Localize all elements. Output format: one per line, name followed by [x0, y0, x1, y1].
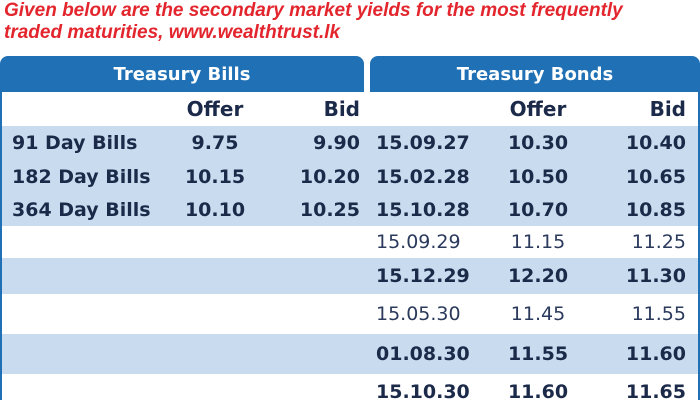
bond-offer: 10.50 [507, 165, 569, 188]
bonds-bid-header: Bid [649, 97, 686, 121]
bill-offer: 10.10 [184, 198, 246, 221]
bond-maturity: 15.10.28 [376, 198, 470, 221]
bond-offer: 11.15 [510, 231, 566, 253]
treasury-bills-header: Treasury Bills [0, 56, 364, 92]
bill-name: 182 Day Bills [12, 165, 151, 188]
caption-line-1: Given below are the secondary market yie… [4, 0, 623, 21]
table-row: 15.12.29 12.20 11.30 [0, 258, 700, 294]
table-row: 01.08.30 11.55 11.60 [0, 334, 700, 374]
bill-offer: 10.15 [184, 165, 246, 188]
caption: Given below are the secondary market yie… [4, 0, 694, 44]
bills-bid-header: Bid [323, 97, 360, 121]
bond-offer: 11.45 [510, 303, 566, 325]
table-row: 182 Day Bills 10.15 10.20 15.02.28 10.50… [0, 160, 700, 193]
bond-bid: 10.65 [625, 165, 686, 188]
bonds-offer-header: Offer [509, 97, 567, 121]
column-header-row: Offer Bid Offer Bid [0, 92, 700, 126]
bond-maturity: 15.09.29 [376, 231, 461, 253]
bill-bid: 10.25 [299, 198, 360, 221]
bond-maturity: 15.02.28 [376, 165, 470, 188]
table-row: 364 Day Bills 10.10 10.25 15.10.28 10.70… [0, 193, 700, 226]
bond-maturity: 15.09.27 [376, 132, 470, 154]
bond-offer: 11.60 [507, 381, 569, 403]
table-row: 15.10.30 11.60 11.65 [0, 374, 700, 410]
bond-offer: 11.55 [507, 343, 569, 365]
table-right-border [698, 92, 700, 400]
bond-maturity: 15.10.30 [376, 381, 470, 403]
treasury-bonds-header: Treasury Bonds [370, 56, 700, 92]
bond-bid: 11.65 [625, 381, 686, 403]
caption-line-2: traded maturities, www.wealthtrust.lk [4, 22, 341, 43]
bill-bid: 9.90 [313, 132, 360, 154]
bond-bid: 11.25 [631, 231, 686, 253]
bond-bid: 11.30 [625, 265, 686, 287]
bills-offer-header: Offer [186, 97, 244, 121]
bond-bid: 11.55 [631, 303, 686, 325]
bond-maturity: 15.05.30 [376, 303, 461, 325]
table-row: 15.09.29 11.15 11.25 [0, 226, 700, 258]
bill-bid: 10.20 [299, 165, 360, 188]
bond-bid: 10.85 [625, 198, 686, 221]
bond-offer: 10.30 [507, 132, 569, 154]
table-left-border [0, 92, 2, 400]
bond-offer: 12.20 [507, 265, 569, 287]
bond-maturity: 01.08.30 [376, 343, 470, 365]
bond-offer: 10.70 [507, 198, 569, 221]
bill-name: 91 Day Bills [12, 132, 138, 154]
bond-maturity: 15.12.29 [376, 265, 470, 287]
table-row: 15.05.30 11.45 11.55 [0, 294, 700, 334]
bill-name: 364 Day Bills [12, 198, 151, 221]
table-row: 91 Day Bills 9.75 9.90 15.09.27 10.30 10… [0, 126, 700, 160]
bill-offer: 9.75 [191, 132, 239, 154]
bond-bid: 11.60 [625, 343, 686, 365]
bond-bid: 10.40 [625, 132, 686, 154]
